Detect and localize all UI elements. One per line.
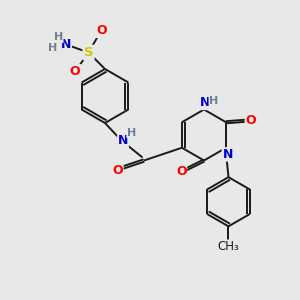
Text: H: H	[127, 128, 136, 138]
Text: N: N	[118, 134, 128, 148]
Text: H: H	[209, 95, 218, 106]
Text: N: N	[222, 148, 233, 161]
Text: CH₃: CH₃	[218, 240, 239, 253]
Text: O: O	[70, 64, 80, 78]
Text: O: O	[245, 114, 256, 127]
Text: H: H	[48, 43, 57, 53]
Text: N: N	[200, 96, 211, 110]
Text: O: O	[112, 164, 123, 178]
Text: S: S	[84, 46, 93, 59]
Text: H: H	[54, 32, 63, 43]
Text: O: O	[176, 165, 187, 178]
Text: O: O	[96, 24, 107, 38]
Text: N: N	[61, 38, 71, 51]
